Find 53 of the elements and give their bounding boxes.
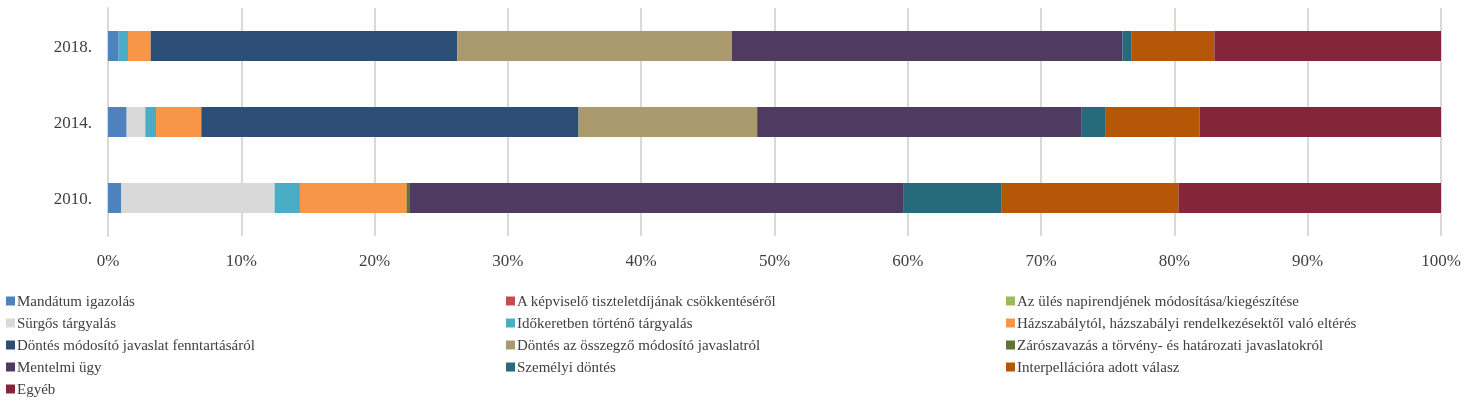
legend-label: Sürgős tárgyalás [17,315,117,331]
legend-label: Döntés módosító javaslat fenntartásáról [17,337,255,353]
legend-label: Interpellációra adott válasz [1017,359,1180,375]
legend-label: Egyéb [17,381,56,397]
x-tick-label: 90% [1292,251,1324,270]
x-tick-label: 80% [1158,251,1190,270]
legend-label: Személyi döntés [517,359,616,375]
bar [118,31,128,61]
bar [903,183,1002,213]
bar [145,107,156,137]
bar [150,31,458,61]
y-tick-label: 2014. [53,112,92,132]
x-tick-label: 30% [492,251,524,270]
bar [1178,183,1441,213]
legend-label: Zárószavazás a törvény- és határozati javaslatokról [1017,337,1324,353]
x-tick-label: 40% [625,251,657,270]
bar [457,31,732,61]
bar [126,107,146,137]
bar [1199,107,1441,137]
y-tick-label: 2010. [53,188,92,208]
legend-label: A képviselő tiszteletdíjának csökkentéséről [517,293,776,309]
bar [201,107,579,137]
legend-label: Időkeretben történő tárgyalás [517,315,693,331]
bar [299,183,407,213]
legend-label: Mentelmi ügy [17,359,103,375]
legend-label: Döntés az összegző módosító javaslatról [517,337,761,353]
bar [1214,31,1441,61]
legend-label: Mandátum igazolás [17,293,136,309]
bar [757,107,1082,137]
bar [128,31,151,61]
x-tick-label: 50% [758,251,791,270]
y-tick-label: 2018. [53,36,92,56]
bar [1105,107,1200,137]
bar [108,31,119,61]
bar [1081,107,1106,137]
x-tick-label: 0% [96,251,120,270]
legend-label: Házszabálytól, házszabályi rendelkezésektől való eltérés [1017,315,1357,331]
bar [108,107,127,137]
x-tick-label: 70% [1025,251,1057,270]
legend-label: Az ülés napirendjének módosítása/kiegészítése [1017,293,1300,309]
bar [731,31,1123,61]
bar [578,107,758,137]
bar [1122,31,1132,61]
x-tick-label: 60% [892,251,924,270]
x-tick-label: 100% [1421,251,1461,270]
bar [1131,31,1215,61]
bar [155,107,202,137]
x-tick-label: 20% [359,251,391,270]
bar [108,183,122,213]
x-tick-label: 10% [225,251,257,270]
bar [1001,183,1179,213]
bar [409,183,904,213]
bar [274,183,300,213]
